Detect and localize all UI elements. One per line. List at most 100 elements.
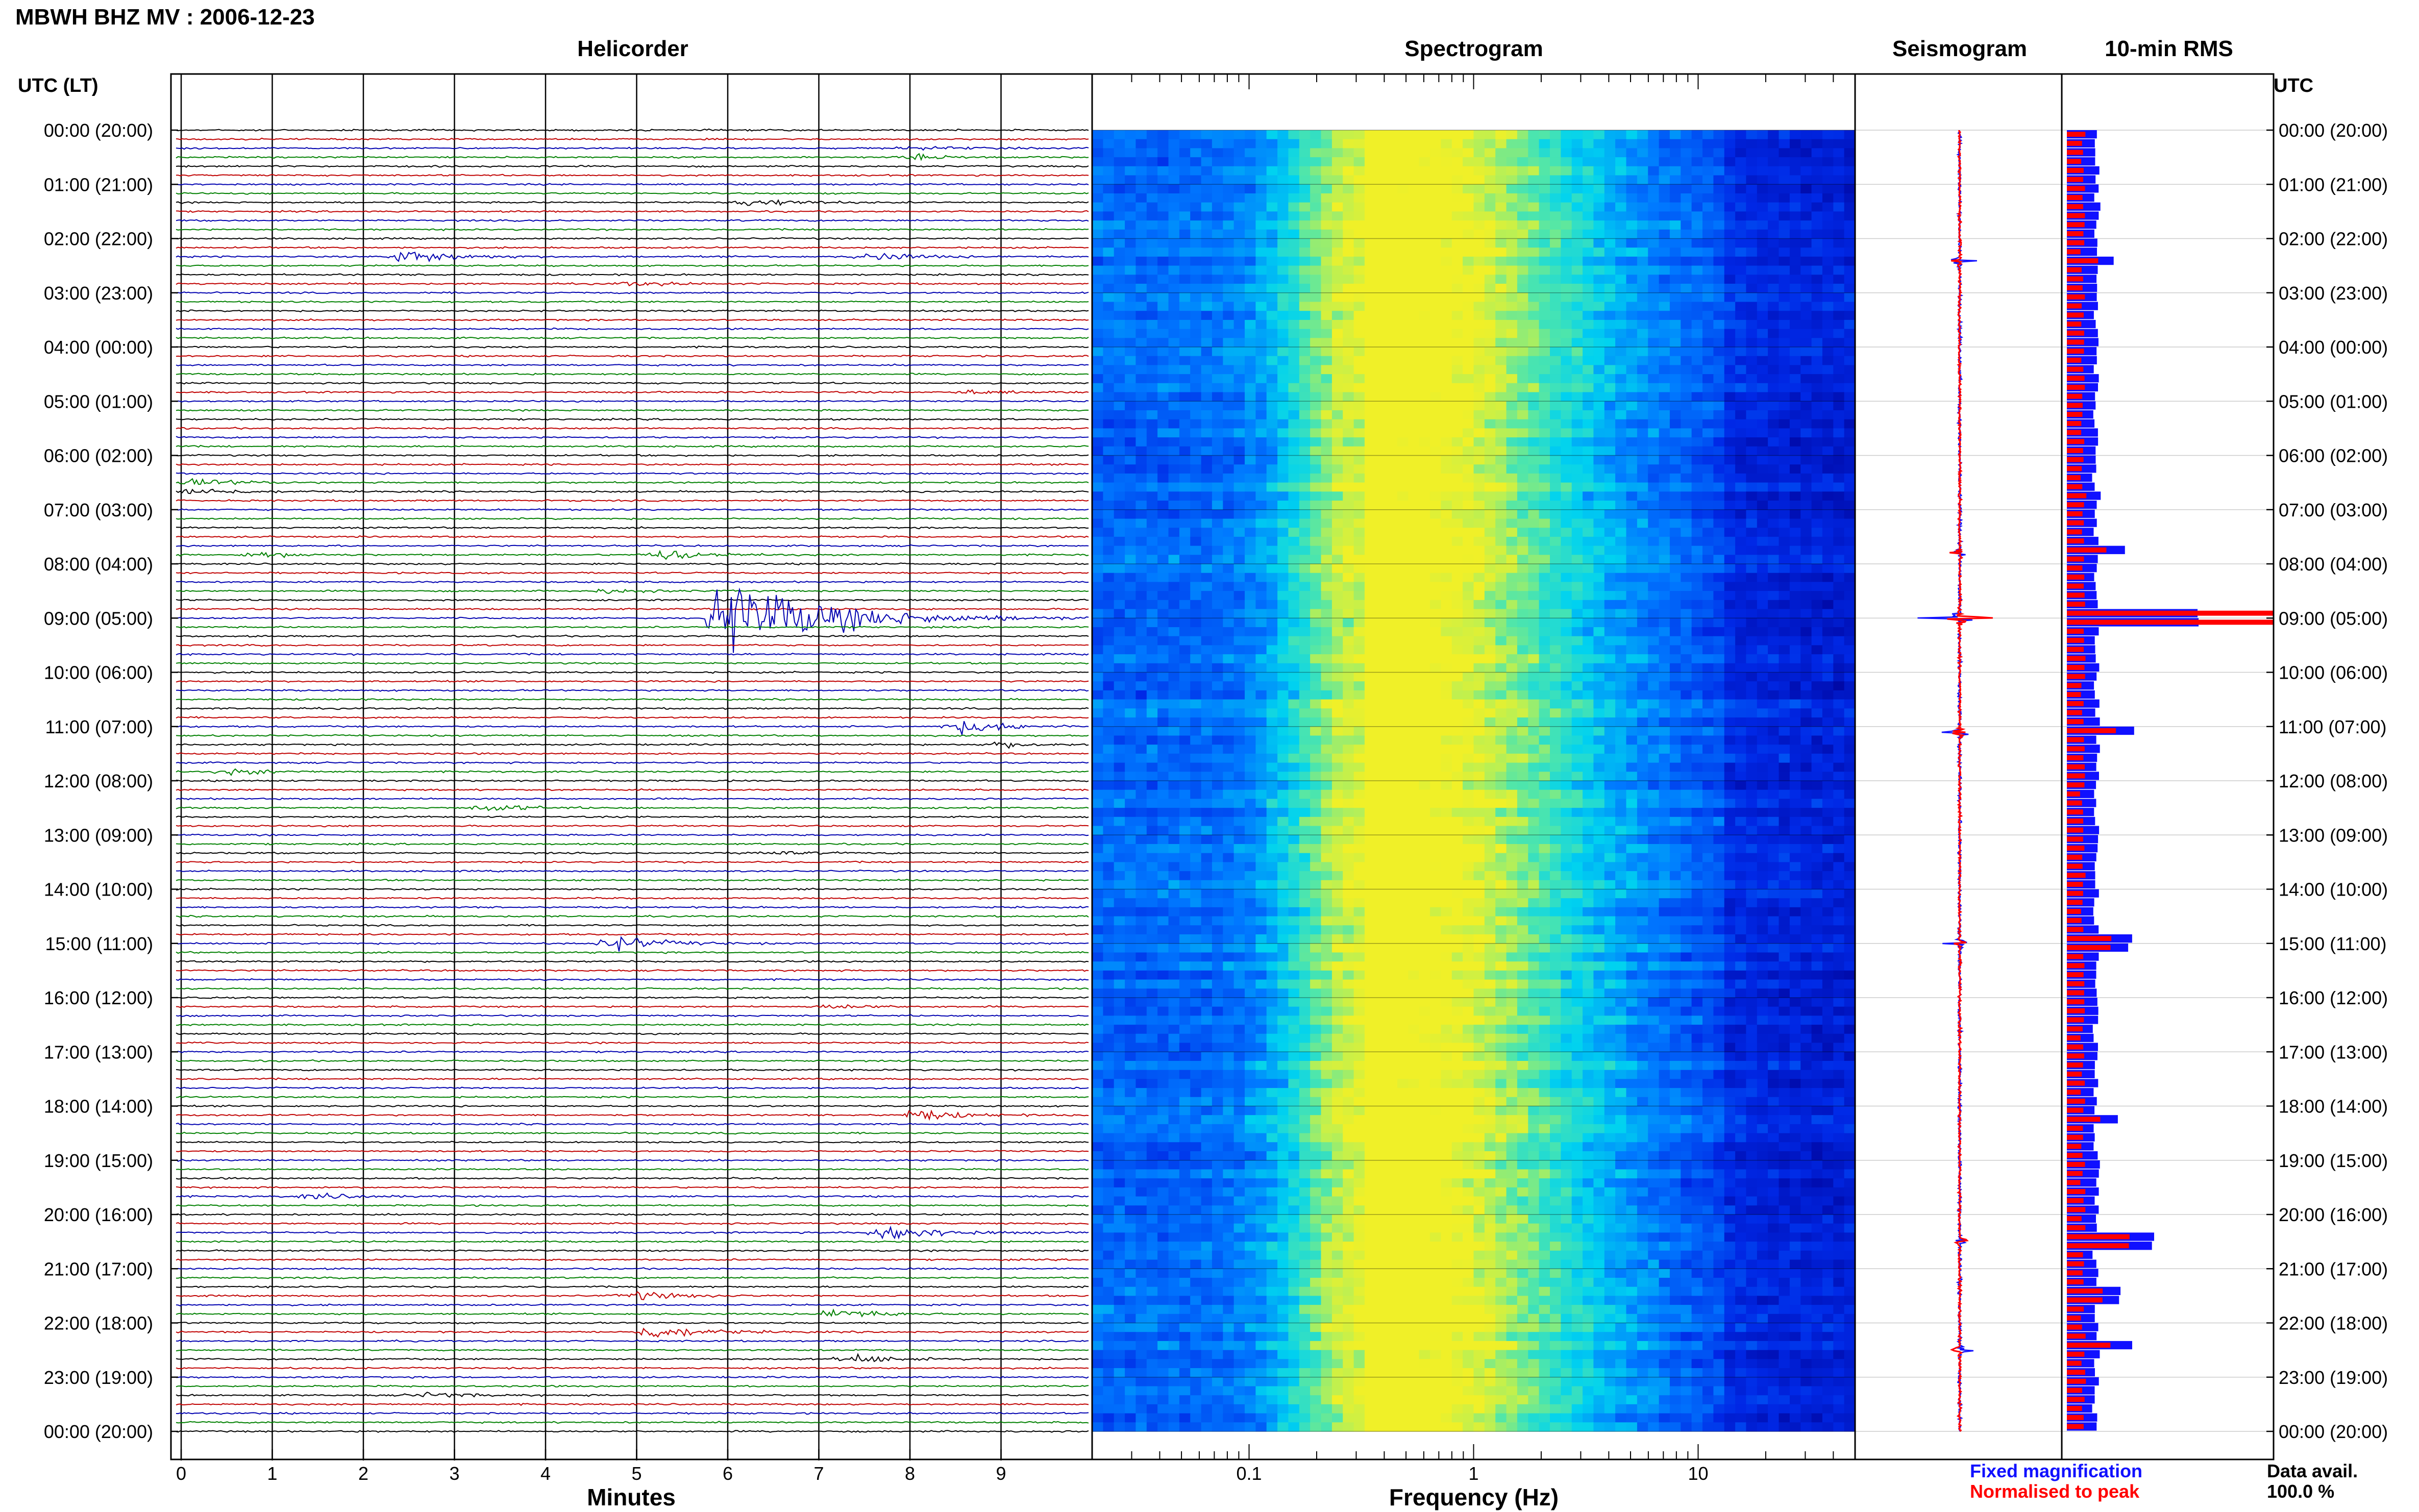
spectrogram-cell xyxy=(1539,193,1550,203)
spectrogram-cell xyxy=(1179,699,1191,709)
spectrogram-cell xyxy=(1746,482,1758,492)
spectrogram-cell xyxy=(1724,292,1736,302)
spectrogram-cell xyxy=(1233,401,1245,411)
spectrogram-cell xyxy=(1811,455,1823,465)
spectrogram-cell xyxy=(1331,464,1344,474)
spectrogram-cell xyxy=(1484,672,1496,682)
helicorder-trace xyxy=(176,173,1089,177)
spectrogram-cell xyxy=(1702,148,1714,158)
spectrogram-cell xyxy=(1789,672,1801,682)
spectrogram-cell xyxy=(1702,130,1714,140)
spectrogram-cell xyxy=(1702,247,1714,257)
spectrogram-cell xyxy=(1844,338,1856,348)
spectrogram-cell xyxy=(1375,645,1387,655)
spectrogram-cell xyxy=(1331,482,1344,492)
spectrogram-cell xyxy=(1125,518,1137,528)
spectrogram-cell xyxy=(1146,446,1158,456)
spectrogram-cell xyxy=(1168,555,1180,564)
spectrogram-cell xyxy=(1255,365,1267,375)
spectrogram-cell xyxy=(1310,319,1322,330)
spectrogram-cell xyxy=(1310,636,1322,646)
spectrogram-cell xyxy=(1463,582,1474,591)
spectrogram-cell xyxy=(1212,501,1224,510)
spectrogram-cell xyxy=(1408,726,1420,736)
spectrogram-cell xyxy=(1353,265,1365,275)
spectrogram-cell xyxy=(1583,275,1594,284)
spectrogram-cell xyxy=(1669,419,1682,429)
spectrogram-cell xyxy=(1528,681,1540,691)
spectrogram-cell xyxy=(1561,401,1572,411)
spectrogram-cell xyxy=(1779,636,1790,646)
spectrogram-cell xyxy=(1648,437,1660,447)
spectrogram-cell xyxy=(1615,618,1627,628)
spectrogram-cell xyxy=(1288,184,1300,194)
spectrogram-cell xyxy=(1190,229,1202,239)
spectrogram-cell xyxy=(1713,374,1725,384)
helicorder-trace xyxy=(176,409,1089,412)
spectrogram-cell xyxy=(1561,708,1572,718)
spectrogram-cell xyxy=(1604,573,1616,582)
spectrogram-cell xyxy=(1768,157,1780,167)
spectrogram-cell xyxy=(1702,726,1714,736)
spectrogram-cell xyxy=(1659,564,1670,574)
spectrogram-cell xyxy=(1561,284,1572,293)
spectrogram-cell xyxy=(1136,292,1147,302)
spectrogram-cell xyxy=(1583,501,1594,510)
spectrogram-cell xyxy=(1463,482,1474,492)
spectrogram-cell xyxy=(1179,600,1191,609)
spectrogram-cell xyxy=(1789,184,1801,194)
spectrogram-cell xyxy=(1277,636,1289,646)
spectrogram-cell xyxy=(1528,501,1540,510)
spectrogram-cell xyxy=(1136,591,1147,601)
spectrogram-cell xyxy=(1190,509,1202,519)
spectrogram-cell xyxy=(1473,265,1485,275)
plot-title: MBWH BHZ MV : 2006-12-23 xyxy=(15,5,315,30)
spectrogram-cell xyxy=(1811,654,1823,664)
helicorder-trace xyxy=(176,478,1089,485)
spectrogram-cell xyxy=(1353,708,1365,718)
spectrogram-cell xyxy=(1593,717,1605,727)
spectrogram-cell xyxy=(1550,663,1562,673)
spectrogram-cell xyxy=(1146,292,1158,302)
spectrogram-cell xyxy=(1691,735,1703,745)
spectrogram-cell xyxy=(1681,139,1692,148)
spectrogram-cell xyxy=(1408,546,1420,555)
spectrogram-cell xyxy=(1702,383,1714,392)
spectrogram-cell xyxy=(1245,139,1256,148)
spectrogram-cell xyxy=(1092,365,1104,375)
spectrogram-cell xyxy=(1441,609,1452,618)
spectrogram-cell xyxy=(1811,247,1823,257)
spectrogram-cell xyxy=(1571,319,1583,330)
spectrogram-cell xyxy=(1779,347,1790,357)
spectrogram-cell xyxy=(1615,573,1627,582)
spectrogram-cell xyxy=(1441,220,1452,230)
spectrogram-cell xyxy=(1157,681,1169,691)
spectrogram-cell xyxy=(1659,717,1670,727)
spectrogram-cell xyxy=(1593,392,1605,402)
spectrogram-cell xyxy=(1245,636,1256,646)
spectrogram-cell xyxy=(1822,473,1834,483)
spectrogram-cell xyxy=(1343,265,1354,275)
spectrogram-cell xyxy=(1408,419,1420,429)
spectrogram-cell xyxy=(1768,130,1780,140)
spectrogram-cell xyxy=(1811,528,1823,537)
spectrogram-cell xyxy=(1648,410,1660,420)
spectrogram-cell xyxy=(1637,166,1649,176)
spectrogram-cell xyxy=(1626,446,1638,456)
spectrogram-cell xyxy=(1441,193,1452,203)
spectrogram-cell xyxy=(1604,193,1616,203)
spectrogram-cell xyxy=(1746,518,1758,528)
spectrogram-cell xyxy=(1190,302,1202,311)
spectrogram-cell xyxy=(1659,229,1670,239)
spectrogram-cell xyxy=(1833,546,1845,555)
spectrogram-cell xyxy=(1266,193,1278,203)
spectrogram-cell xyxy=(1212,166,1224,176)
spectrogram-cell xyxy=(1789,717,1801,727)
spectrogram-cell xyxy=(1550,455,1562,465)
spectrogram-cell xyxy=(1539,130,1550,140)
spectrogram-cell xyxy=(1713,383,1725,392)
spectrogram-cell xyxy=(1364,365,1376,375)
spectrogram-cell xyxy=(1277,501,1289,510)
spectrogram-cell xyxy=(1746,726,1758,736)
spectrogram-cell xyxy=(1092,663,1104,673)
